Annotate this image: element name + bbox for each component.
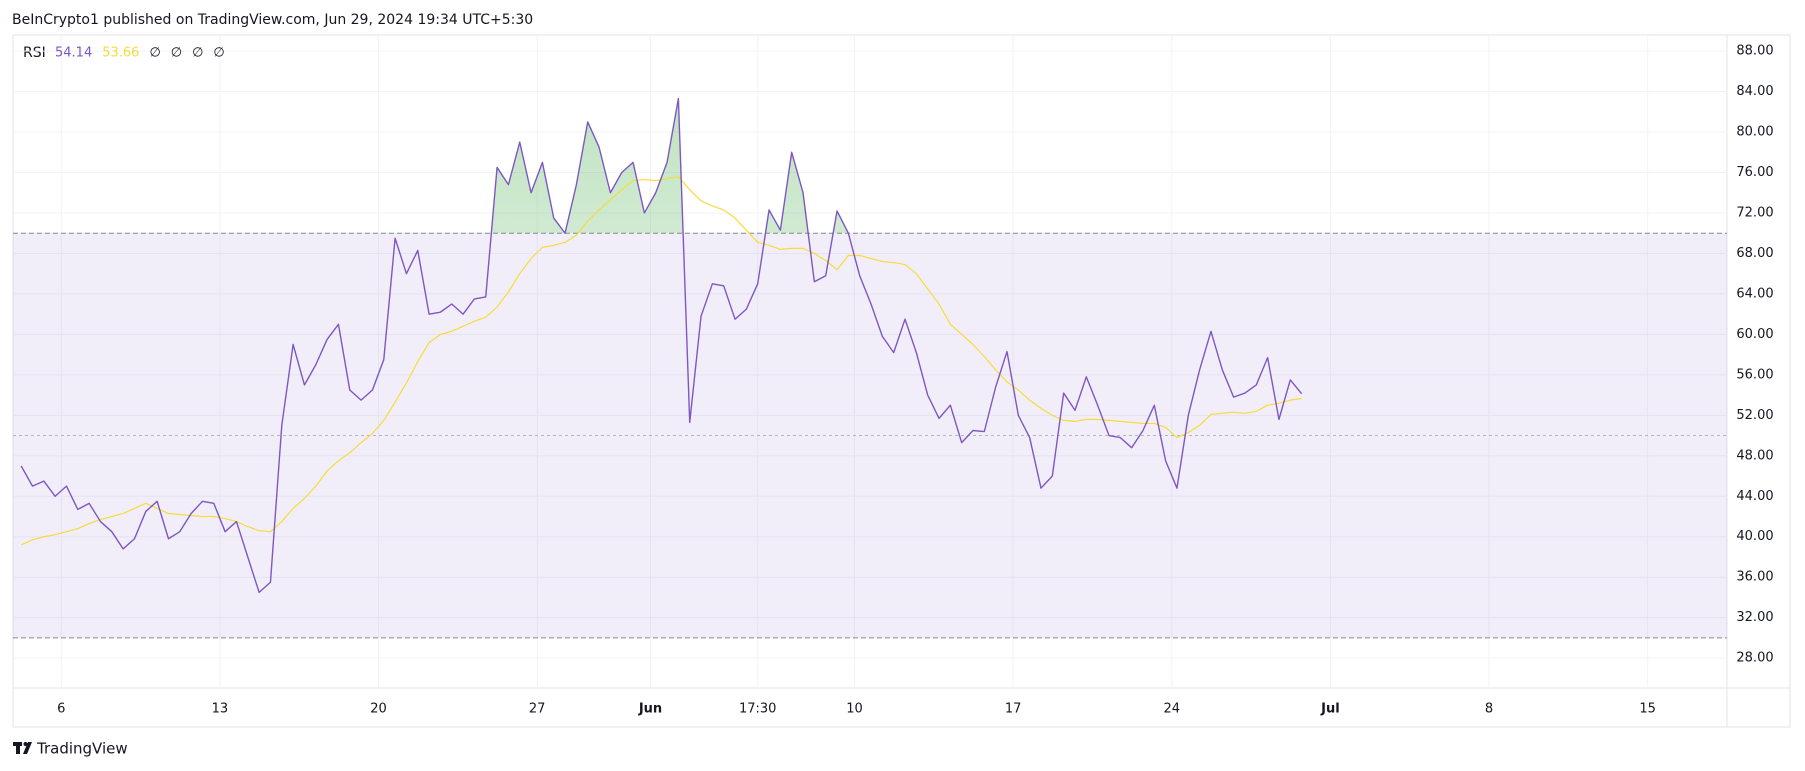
y-tick-label: 76.00 [1736,165,1773,180]
x-tick-label: Jun [638,702,662,717]
legend-value: 54.14 [55,46,92,61]
y-tick-label: 36.00 [1736,570,1773,585]
chart-frame [12,34,1791,728]
y-tick-label: 44.00 [1736,489,1773,504]
x-tick-label: 13 [212,702,229,717]
y-tick-label: 40.00 [1736,529,1773,544]
y-tick-label: 88.00 [1736,44,1773,59]
x-tick-label: 6 [57,702,65,717]
y-tick-label: 56.00 [1736,367,1773,382]
ma-line [20,175,1302,546]
y-tick-label: 48.00 [1736,448,1773,463]
x-tick-label: 24 [1163,702,1180,717]
legend-extra: ∅ [213,46,224,61]
x-tick-label: 10 [846,702,863,717]
x-tick-label: 8 [1485,702,1493,717]
y-tick-label: 72.00 [1736,205,1773,220]
y-tick-label: 80.00 [1736,125,1773,140]
y-tick-label: 84.00 [1736,84,1773,99]
footer-brand: TradingView [36,740,128,758]
y-tick-label: 60.00 [1736,327,1773,342]
legend-value: 53.66 [102,46,139,61]
x-tick-label: 15 [1639,702,1656,717]
legend-extra: ∅ [171,46,182,61]
x-tick-label: 17 [1005,702,1022,717]
x-tick-label: 27 [529,702,546,717]
legend-extra: ∅ [192,46,203,61]
rsi-band [13,233,1727,638]
header: BeInCrypto1 published on TradingView.com… [12,12,533,28]
rsi-line [20,97,1303,594]
y-tick-label: 28.00 [1736,651,1773,666]
legend-extra: ∅ [149,46,160,61]
y-tick-label: 68.00 [1736,246,1773,261]
y-tick-label: 52.00 [1736,408,1773,423]
y-tick-label: 32.00 [1736,610,1773,625]
tv-logo [13,742,32,754]
x-tick-label: 20 [370,702,387,717]
overbought-fill [21,98,1302,234]
legend-title: RSI [23,45,46,61]
x-tick-label: Jul [1320,702,1340,717]
plot [20,97,1303,594]
y-tick-label: 64.00 [1736,286,1773,301]
x-tick-label: 17:30 [739,702,776,717]
